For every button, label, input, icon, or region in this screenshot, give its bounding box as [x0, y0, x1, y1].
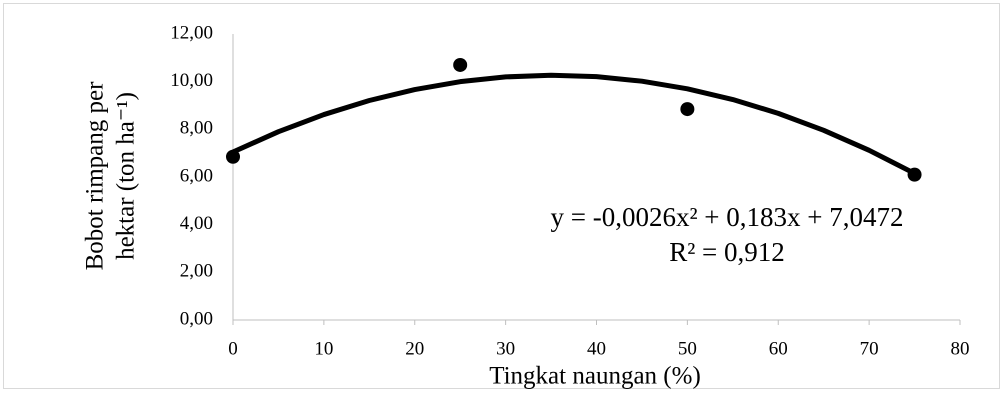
- x-tick-label: 20: [405, 338, 424, 359]
- x-tick-label: 10: [314, 338, 333, 359]
- x-tick-label: 70: [860, 338, 879, 359]
- y-tick-label: 6,00: [180, 165, 213, 186]
- y-tick-label: 12,00: [170, 22, 213, 43]
- y-tick-label: 2,00: [180, 261, 213, 282]
- x-axis-title: Tingkat naungan (%): [489, 363, 701, 390]
- chart: Tingkat naungan (%) Bobot rimpang per he…: [0, 0, 1003, 392]
- chart-frame: [4, 4, 1000, 389]
- y-tick-label: 4,00: [180, 213, 213, 234]
- data-point: [226, 150, 240, 164]
- y-tick-label: 0,00: [180, 308, 213, 329]
- x-tick-label: 40: [587, 338, 606, 359]
- x-tick-label: 0: [228, 338, 238, 359]
- x-tick-label: 50: [678, 338, 697, 359]
- y-tick-label: 10,00: [170, 70, 213, 91]
- x-tick-label: 80: [951, 338, 970, 359]
- y-axis-title: Bobot rimpang per: [82, 81, 109, 271]
- page: {"chart_data": { "type": "scatter", "x_l…: [0, 0, 1003, 392]
- y-axis-title: hektar (ton ha⁻¹): [113, 92, 140, 260]
- x-tick-label: 60: [769, 338, 788, 359]
- trendline-equation: y = -0,0026x² + 0,183x + 7,0472: [550, 202, 903, 232]
- data-point: [908, 168, 922, 182]
- data-point: [453, 58, 467, 72]
- x-tick-label: 30: [496, 338, 515, 359]
- data-point: [680, 102, 694, 116]
- r-squared: R² = 0,912: [669, 237, 785, 267]
- y-tick-label: 8,00: [180, 118, 213, 139]
